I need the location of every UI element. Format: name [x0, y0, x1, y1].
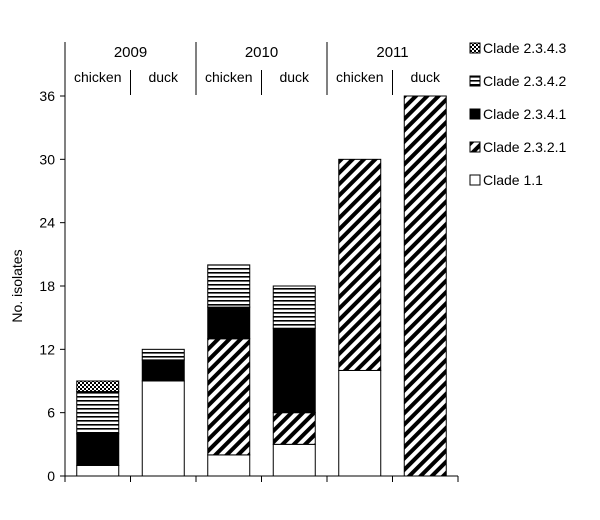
bars-layer	[76, 95, 447, 477]
y-axis-label: No. isolates	[9, 249, 25, 322]
legend-label-1: Clade 2.3.4.3	[483, 40, 566, 56]
bar-segment-3-series-3	[207, 306, 251, 340]
bar-segment-4-series-2	[272, 412, 316, 445]
category-label-2009-chicken: chicken	[74, 69, 121, 85]
y-tick-label-18: 18	[39, 278, 55, 294]
bar-segment-2-series-4	[141, 348, 185, 361]
bar-segment-4-series-4	[272, 285, 316, 329]
year-label-2010: 2010	[245, 44, 278, 61]
legend-label-3: Clade 2.3.4.1	[483, 106, 566, 122]
legend-swatch-5	[469, 174, 481, 186]
bar-segment-1-series-5	[76, 380, 120, 393]
bar-segment-1-series-3	[76, 433, 120, 466]
legend-swatch-3	[469, 108, 481, 120]
category-label-2009-duck: duck	[148, 69, 179, 85]
bar-segment-1-series-1	[76, 464, 120, 477]
y-tick-label-30: 30	[39, 151, 55, 167]
legend-swatch-1	[469, 42, 481, 54]
year-label-2011: 2011	[376, 44, 408, 61]
legend-label-4: Clade 2.3.2.1	[483, 139, 566, 155]
category-label-2010-duck: duck	[279, 69, 310, 85]
bar-segment-2-series-3	[141, 359, 185, 382]
y-tick-label-12: 12	[39, 341, 55, 357]
bar-segment-4-series-1	[272, 443, 316, 477]
bar-segment-5-series-1	[338, 369, 382, 477]
bar-segment-2-series-1	[141, 380, 185, 477]
bar-segment-5-series-2	[338, 158, 382, 371]
category-label-2011-duck: duck	[410, 69, 441, 85]
y-tick-label-36: 36	[39, 88, 55, 104]
legend: Clade 2.3.4.3 Clade 2.3.4.2 Clade 2.3.4.1 C…	[469, 40, 566, 188]
bar-segment-1-series-4	[76, 391, 120, 435]
category-label-2010-chicken: chicken	[205, 69, 252, 85]
legend-swatch-4	[469, 141, 481, 153]
bar-segment-3-series-1	[207, 454, 251, 477]
bar-segment-4-series-3	[272, 327, 316, 414]
year-label-2009: 2009	[114, 44, 147, 61]
legend-swatch-2	[469, 75, 481, 87]
y-tick-label-0: 0	[47, 468, 55, 484]
legend-label-2: Clade 2.3.4.2	[483, 73, 566, 89]
bar-segment-3-series-2	[207, 338, 251, 456]
y-tick-label-6: 6	[47, 405, 55, 421]
legend-label-5: Clade 1.1	[483, 172, 543, 188]
category-label-2011-chicken: chicken	[336, 69, 383, 85]
bar-segment-6-series-2	[403, 95, 447, 477]
y-tick-label-24: 24	[39, 215, 55, 231]
bar-segment-3-series-4	[207, 264, 251, 308]
